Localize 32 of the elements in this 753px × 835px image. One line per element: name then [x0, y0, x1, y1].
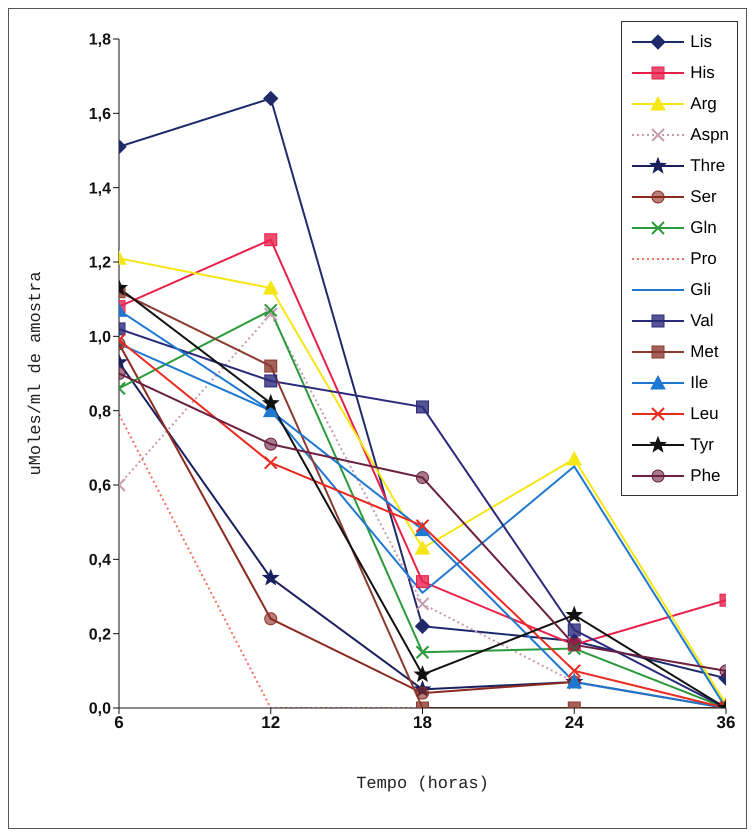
x-axis-title: Tempo (horas) [356, 775, 489, 794]
y-axis-title: uMoles/ml de amostra [27, 271, 46, 476]
legend-label: Tyr [690, 434, 714, 454]
legend-label: Aspn [690, 124, 729, 144]
y-tick-label: 1,6 [88, 106, 112, 124]
legend-label: Ser [690, 186, 717, 206]
y-tick-label: 1,0 [88, 329, 112, 346]
y-tick-label: 1,4 [88, 180, 112, 198]
y-tick-label: 1,2 [88, 254, 112, 272]
x-tick-label: 36 [716, 713, 736, 732]
legend-label: Gln [690, 218, 717, 238]
x-tick-label: 24 [564, 713, 584, 732]
y-tick-label: 0,8 [88, 403, 112, 420]
legend-label: Ile [690, 372, 708, 392]
x-tick-label: 6 [114, 713, 124, 732]
legend-label: His [690, 62, 715, 82]
x-tick-label: 18 [413, 713, 432, 732]
legend-label: Leu [690, 404, 719, 424]
legend-label: Phe [690, 466, 720, 486]
legend-label: Val [690, 310, 714, 330]
y-tick-label: 0,4 [88, 552, 112, 570]
legend-label: Pro [690, 248, 717, 268]
y-tick-label: 0,0 [88, 700, 112, 718]
legend-label: Thre [690, 156, 726, 176]
legend-label: Lis [690, 32, 712, 52]
y-tick-label: 0,6 [88, 478, 112, 495]
legend-label: Arg [690, 94, 717, 114]
x-tick-label: 12 [261, 713, 280, 732]
legend-label: Met [690, 342, 719, 362]
y-tick-label: 1,8 [88, 32, 112, 49]
y-tick-label: 0,2 [88, 626, 112, 644]
legend-label: Gli [690, 280, 712, 300]
